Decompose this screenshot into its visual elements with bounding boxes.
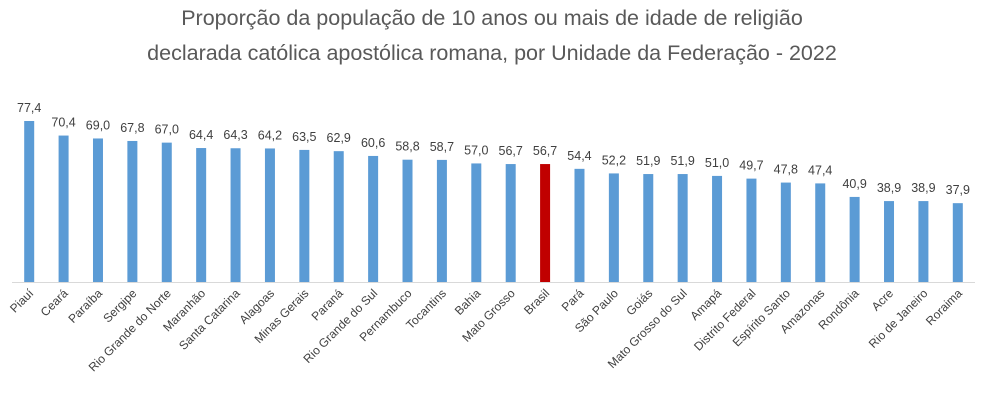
data-label: 64,3 (223, 128, 247, 142)
data-label: 56,7 (499, 144, 523, 158)
bar (92, 138, 103, 282)
bar (677, 174, 688, 282)
bar (127, 140, 138, 282)
data-label: 54,4 (567, 149, 591, 163)
x-tick-label: Goiás (623, 286, 655, 318)
x-tick-label: Bahia (452, 286, 484, 318)
chart-title-line-2: declarada católica apostólica romana, po… (147, 41, 837, 65)
x-tick-label: Paraíba (65, 286, 105, 326)
bar (333, 151, 344, 282)
bar (574, 168, 585, 282)
bar (230, 148, 241, 282)
data-label: 49,7 (739, 159, 763, 173)
bar (161, 142, 172, 282)
bar (643, 174, 654, 282)
bar (264, 148, 275, 282)
data-label: 47,8 (774, 163, 798, 177)
data-label: 69,0 (86, 118, 110, 132)
data-label: 47,4 (808, 163, 832, 177)
data-label: 58,8 (395, 140, 419, 154)
data-label: 64,2 (258, 128, 282, 142)
data-label: 70,4 (51, 116, 75, 130)
x-tick-label: Santa Catarina (176, 286, 243, 353)
bar (196, 148, 207, 282)
bar (884, 201, 895, 282)
data-label: 67,0 (155, 123, 179, 137)
bar (24, 121, 35, 282)
bar (368, 155, 379, 282)
data-label: 62,9 (327, 131, 351, 145)
data-label: 67,8 (120, 121, 144, 135)
data-label: 40,9 (842, 177, 866, 191)
bar (471, 163, 482, 282)
data-label: 57,0 (464, 143, 488, 157)
bar (849, 196, 860, 282)
x-tick-label: Piauí (7, 286, 37, 316)
x-tick-label: Roraima (923, 286, 965, 328)
bar (540, 164, 551, 282)
bar (815, 183, 826, 282)
bar (712, 175, 723, 282)
x-tick-label: Brasil (521, 286, 552, 317)
bar (952, 203, 963, 282)
bar (780, 182, 791, 282)
bar (505, 164, 516, 282)
data-label: 51,9 (636, 154, 660, 168)
data-label: 38,9 (911, 181, 935, 195)
bar (608, 173, 619, 282)
data-label: 51,0 (705, 156, 729, 170)
x-tick-label: Acre (869, 286, 897, 314)
data-label: 56,7 (533, 144, 557, 158)
data-label: 38,9 (877, 181, 901, 195)
chart-title-line-1: Proporção da população de 10 anos ou mai… (181, 6, 803, 30)
bar (746, 178, 757, 282)
data-label: 37,9 (946, 183, 970, 197)
bar (58, 135, 69, 282)
data-label: 52,2 (602, 153, 626, 167)
data-label: 77,4 (17, 101, 41, 115)
bar (299, 149, 310, 282)
x-tick-label: Pará (559, 286, 587, 314)
data-label: 60,6 (361, 136, 385, 150)
data-label: 63,5 (292, 130, 316, 144)
data-label: 51,9 (670, 154, 694, 168)
bar (436, 159, 447, 282)
bar (402, 159, 413, 282)
data-label: 58,7 (430, 140, 454, 154)
bar (918, 201, 929, 282)
data-label: 64,4 (189, 128, 213, 142)
